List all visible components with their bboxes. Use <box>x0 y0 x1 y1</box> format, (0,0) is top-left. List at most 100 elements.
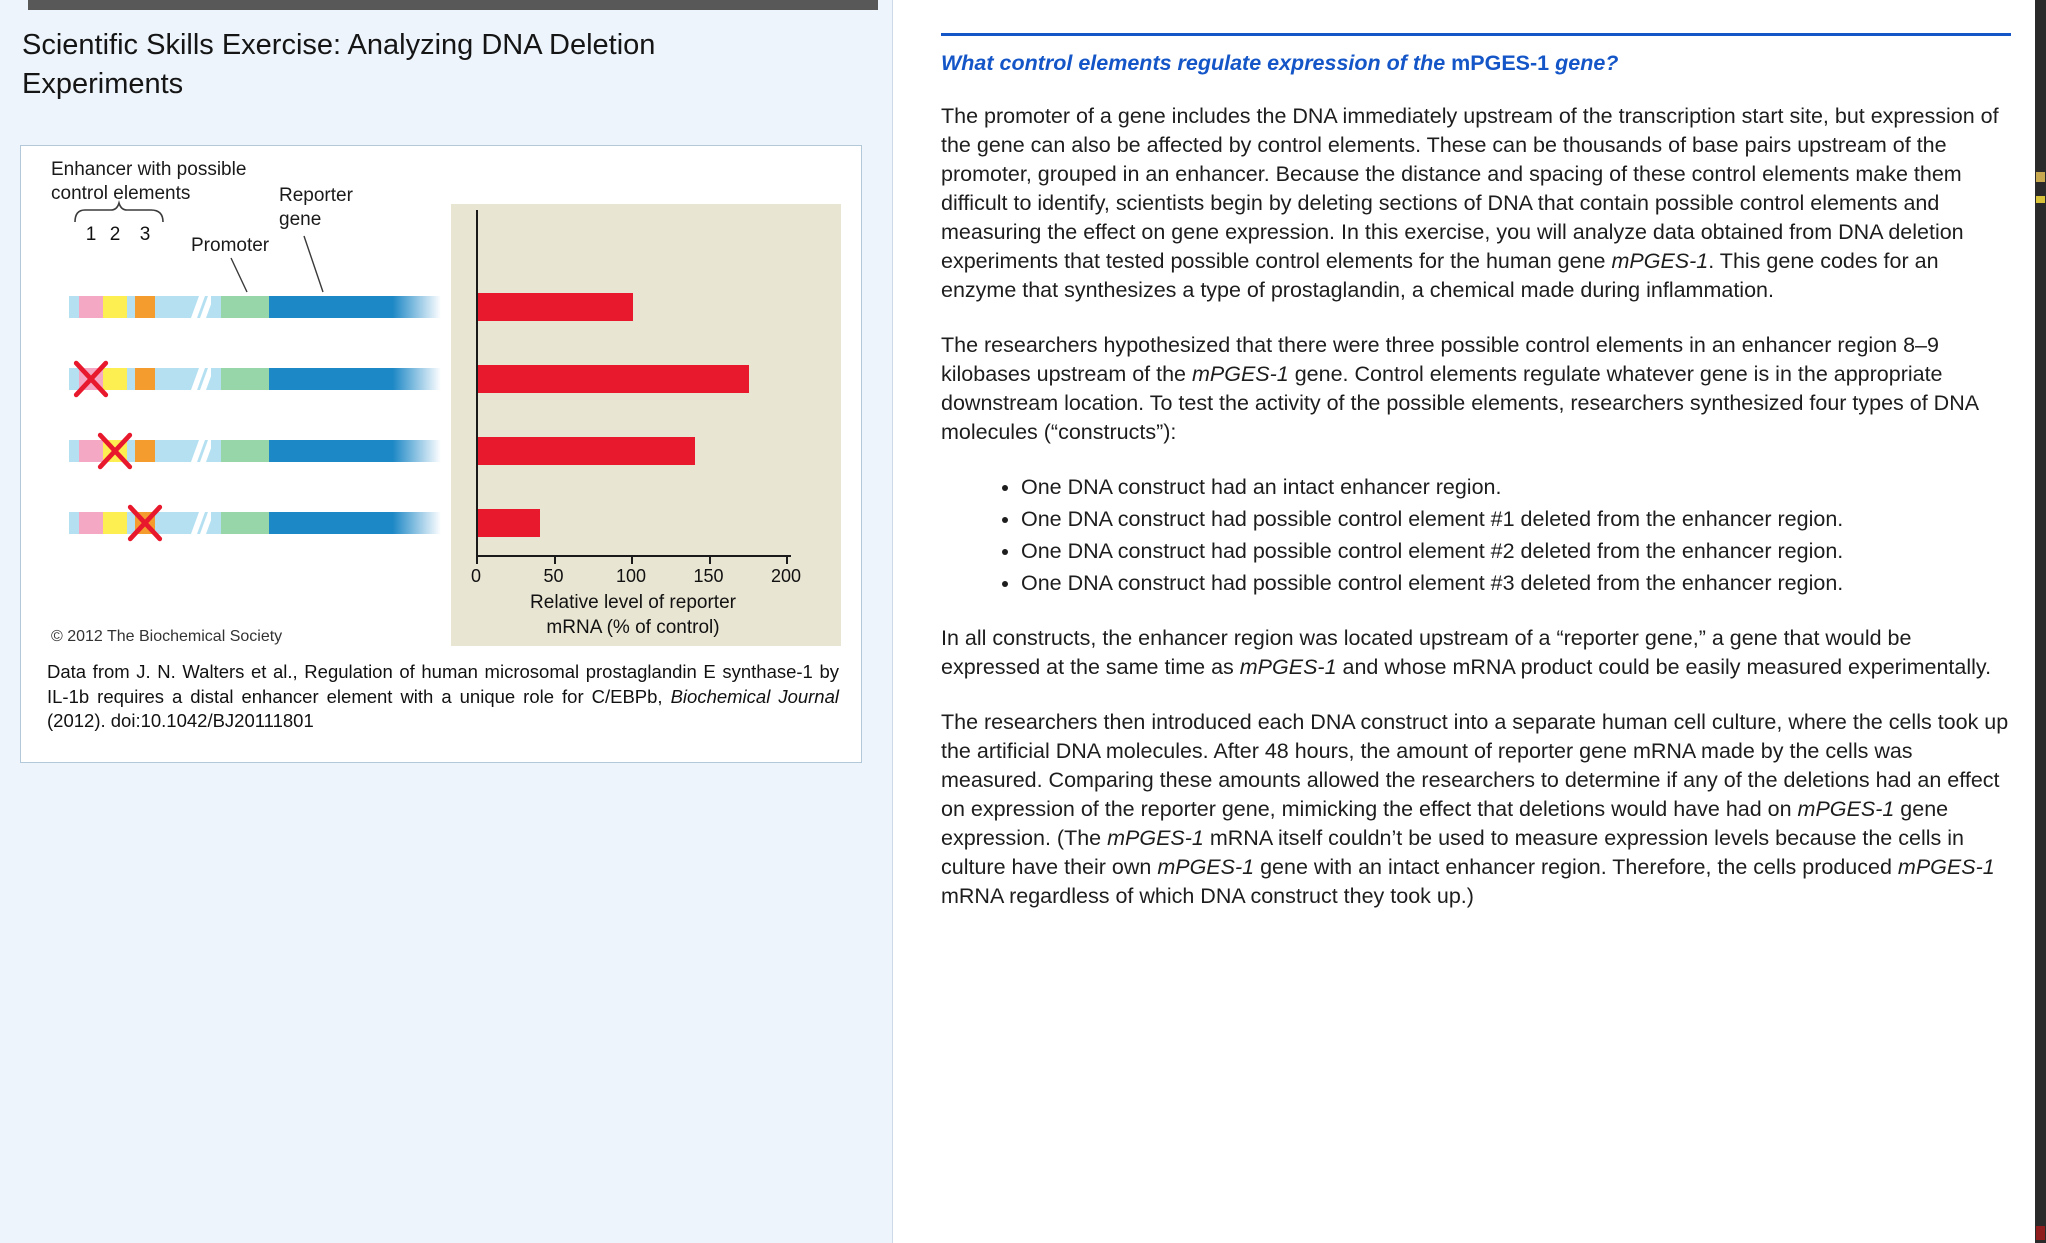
text-segment: . This gene codes for an enzyme that syn… <box>941 249 1939 302</box>
text-segment: and whose mRNA product could be easily m… <box>1336 655 1992 679</box>
page-title: Scientific Skills Exercise: Analyzing DN… <box>22 29 656 100</box>
segment-e1 <box>79 512 103 534</box>
vertical-scrollbar[interactable] <box>2035 0 2046 1243</box>
segment-dna <box>155 296 195 318</box>
reporter-gene-label-line2: gene <box>279 209 322 230</box>
segment-reporter <box>269 512 441 534</box>
article-body: The promoter of a gene includes the DNA … <box>941 102 2011 911</box>
article: What control elements regulate expressio… <box>941 33 2011 937</box>
bullet-item: One DNA construct had possible control e… <box>1021 569 2011 598</box>
text-segment: mRNA regardless of which DNA construct t… <box>941 884 1474 908</box>
x-axis-tick <box>786 557 788 564</box>
construct-row <box>69 296 441 318</box>
segment-e3 <box>135 440 155 462</box>
chart-bar <box>478 293 633 321</box>
x-axis-tick-label: 150 <box>693 566 724 586</box>
segment-promoter <box>221 368 269 390</box>
x-axis-tick <box>553 557 556 564</box>
segment-dna <box>69 512 79 534</box>
segment-dna <box>155 368 195 390</box>
text-segment: mPGES-1 <box>1451 51 1550 75</box>
text-segment: mPGES-1 <box>1191 362 1289 386</box>
promoter-label: Promoter <box>191 235 270 256</box>
text-segment: gene with an intact enhancer region. The… <box>1254 855 1898 879</box>
paragraph: The researchers hypothesized that there … <box>941 331 2011 447</box>
segment-e3 <box>135 296 155 318</box>
figure: Enhancer with possible control elements … <box>20 145 862 763</box>
x-axis-tick-label: 50 <box>543 566 564 586</box>
text-segment: gene. Control elements regulate whatever… <box>941 362 1978 444</box>
text-segment: Data from J. N. Walters et al., Regulati… <box>47 661 839 707</box>
deletion-x-mark <box>97 432 133 470</box>
segment-dna <box>69 368 79 390</box>
segment-promoter <box>221 296 269 318</box>
segment-break <box>195 368 211 390</box>
bullet-list: One DNA construct had an intact enhancer… <box>941 473 2011 598</box>
segment-e2 <box>103 368 127 390</box>
text-segment: The promoter of a gene includes the DNA … <box>941 104 1999 273</box>
segment-e3 <box>135 368 155 390</box>
text-segment: mPGES-1 <box>1239 655 1337 679</box>
citation: Data from J. N. Walters et al., Regulati… <box>47 660 839 734</box>
deletion-x-mark <box>127 504 163 542</box>
segment-e2 <box>103 512 127 534</box>
scrollbar-marker <box>2036 1226 2045 1240</box>
y-axis-line <box>476 210 478 557</box>
x-axis-title-line2: mRNA (% of control) <box>546 617 720 638</box>
exercise-panel: Scientific Skills Exercise: Analyzing DN… <box>0 0 893 1243</box>
segment-dna <box>127 368 135 390</box>
paragraph: In all constructs, the enhancer region w… <box>941 624 2011 682</box>
text-segment: The researchers then introduced each DNA… <box>941 710 2009 821</box>
element-number: 2 <box>109 224 121 245</box>
segment-dna <box>127 440 135 462</box>
section-heading: What control elements regulate expressio… <box>941 49 2011 78</box>
segment-dna <box>211 296 221 318</box>
x-axis-title-line1: Relative level of reporter <box>530 592 736 613</box>
segment-dna <box>211 512 221 534</box>
enhancer-label-line1: Enhancer with possible <box>51 159 247 180</box>
bullet-item: One DNA construct had possible control e… <box>1021 537 2011 566</box>
segment-dna <box>127 512 135 534</box>
segment-dna <box>69 440 79 462</box>
segment-dna <box>127 296 135 318</box>
segment-break <box>195 440 211 462</box>
construct-row <box>69 432 441 470</box>
chart-bar <box>478 509 540 537</box>
construct-row <box>69 360 441 398</box>
text-segment: What control elements regulate expressio… <box>941 51 1452 75</box>
x-axis-tick <box>708 557 711 564</box>
paragraph: The researchers then introduced each DNA… <box>941 708 2011 911</box>
segment-e2 <box>103 296 127 318</box>
scrollbar-marker <box>2036 172 2045 182</box>
x-axis-tick-label: 200 <box>770 566 802 586</box>
chart-panel <box>451 204 841 646</box>
segment-reporter <box>269 368 441 390</box>
segment-reporter <box>269 296 441 318</box>
reading-panel: What control elements regulate expressio… <box>894 0 2035 1243</box>
segment-dna <box>69 296 79 318</box>
promoter-pointer-line <box>230 257 248 293</box>
text-segment: mPGES-1 <box>1611 249 1709 273</box>
x-axis-tick-label: 100 <box>615 566 647 586</box>
x-axis-tick <box>476 557 478 564</box>
text-segment: In all constructs, the enhancer region w… <box>941 626 1912 679</box>
text-segment: The researchers hypothesized that there … <box>941 333 1939 386</box>
horizontal-scrollbar-thumb[interactable] <box>28 0 878 10</box>
x-axis-tick-label: 0 <box>470 566 481 586</box>
segment-promoter <box>221 512 269 534</box>
text-segment: mPGES-1 <box>1897 855 1995 879</box>
segment-dna <box>155 440 195 462</box>
deletion-x-mark <box>73 360 109 398</box>
bullet-item: One DNA construct had possible control e… <box>1021 505 2011 534</box>
text-segment: mPGES-1 <box>1797 797 1895 821</box>
bullet-item: One DNA construct had an intact enhancer… <box>1021 473 2011 502</box>
segment-break <box>195 296 211 318</box>
segment-dna <box>155 512 195 534</box>
enhancer-label-line2: control elements <box>51 183 191 204</box>
segment-dna <box>211 440 221 462</box>
segment-reporter <box>269 440 441 462</box>
reporter-gene-label-line1: Reporter <box>279 185 353 206</box>
text-segment: mRNA itself couldn’t be used to measure … <box>941 826 1964 879</box>
copyright-note: © 2012 The Biochemical Society <box>51 628 283 645</box>
